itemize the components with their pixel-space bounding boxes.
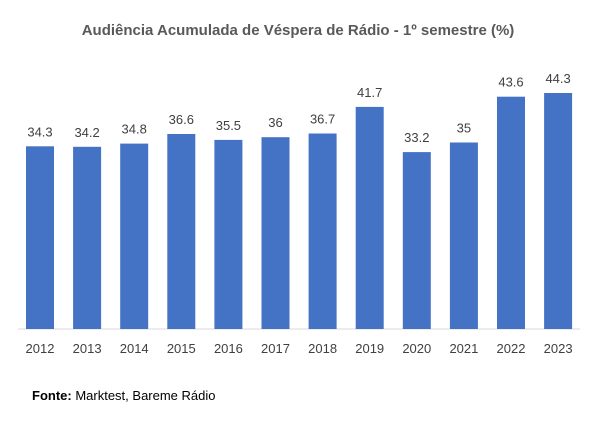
x-tick-label-2018: 2018 — [308, 341, 337, 356]
bar-2018 — [308, 133, 337, 329]
bar-2017 — [261, 137, 290, 329]
bar-2023 — [544, 93, 573, 329]
source-label: Fonte: — [32, 388, 72, 403]
x-tick-label-2016: 2016 — [214, 341, 243, 356]
x-tick-label-2019: 2019 — [355, 341, 384, 356]
x-tick-label-2014: 2014 — [120, 341, 149, 356]
bar-2021 — [449, 142, 478, 329]
x-tick-label-2020: 2020 — [402, 341, 431, 356]
x-tick-label-2012: 2012 — [26, 341, 55, 356]
value-label-2013: 34.2 — [74, 125, 99, 140]
bar-2016 — [214, 139, 243, 329]
chart-title: Audiência Acumulada de Véspera de Rádio … — [81, 22, 515, 39]
x-tick-label-2013: 2013 — [73, 341, 102, 356]
value-label-2015: 36.6 — [169, 112, 194, 127]
value-label-2022: 43.6 — [498, 75, 523, 90]
value-label-2016: 35.5 — [216, 118, 241, 133]
x-tick-label-2021: 2021 — [449, 341, 478, 356]
value-label-2021: 35 — [457, 121, 471, 136]
bar-2019 — [355, 106, 384, 330]
x-tick-label-2015: 2015 — [167, 341, 196, 356]
bar-2022 — [497, 96, 525, 329]
x-tick-label-2023: 2023 — [544, 341, 573, 356]
value-label-2020: 33.2 — [404, 130, 429, 145]
value-label-2023: 44.3 — [545, 71, 570, 86]
bar-2014 — [120, 143, 149, 329]
value-label-2018: 36.7 — [310, 112, 335, 127]
value-label-2012: 34.3 — [27, 124, 52, 139]
value-label-2014: 34.8 — [122, 122, 147, 137]
x-tick-label-2017: 2017 — [261, 341, 290, 356]
source-note: Fonte: Marktest, Bareme Rádio — [32, 388, 216, 403]
bar-2013 — [73, 146, 102, 329]
bar-2020 — [402, 152, 431, 329]
x-tick-label-2022: 2022 — [497, 341, 526, 356]
bar-2012 — [26, 146, 54, 329]
value-label-2019: 41.7 — [357, 85, 382, 100]
value-label-2017: 36 — [268, 115, 282, 130]
bar-2015 — [167, 134, 196, 329]
source-text: Marktest, Bareme Rádio — [71, 388, 216, 403]
